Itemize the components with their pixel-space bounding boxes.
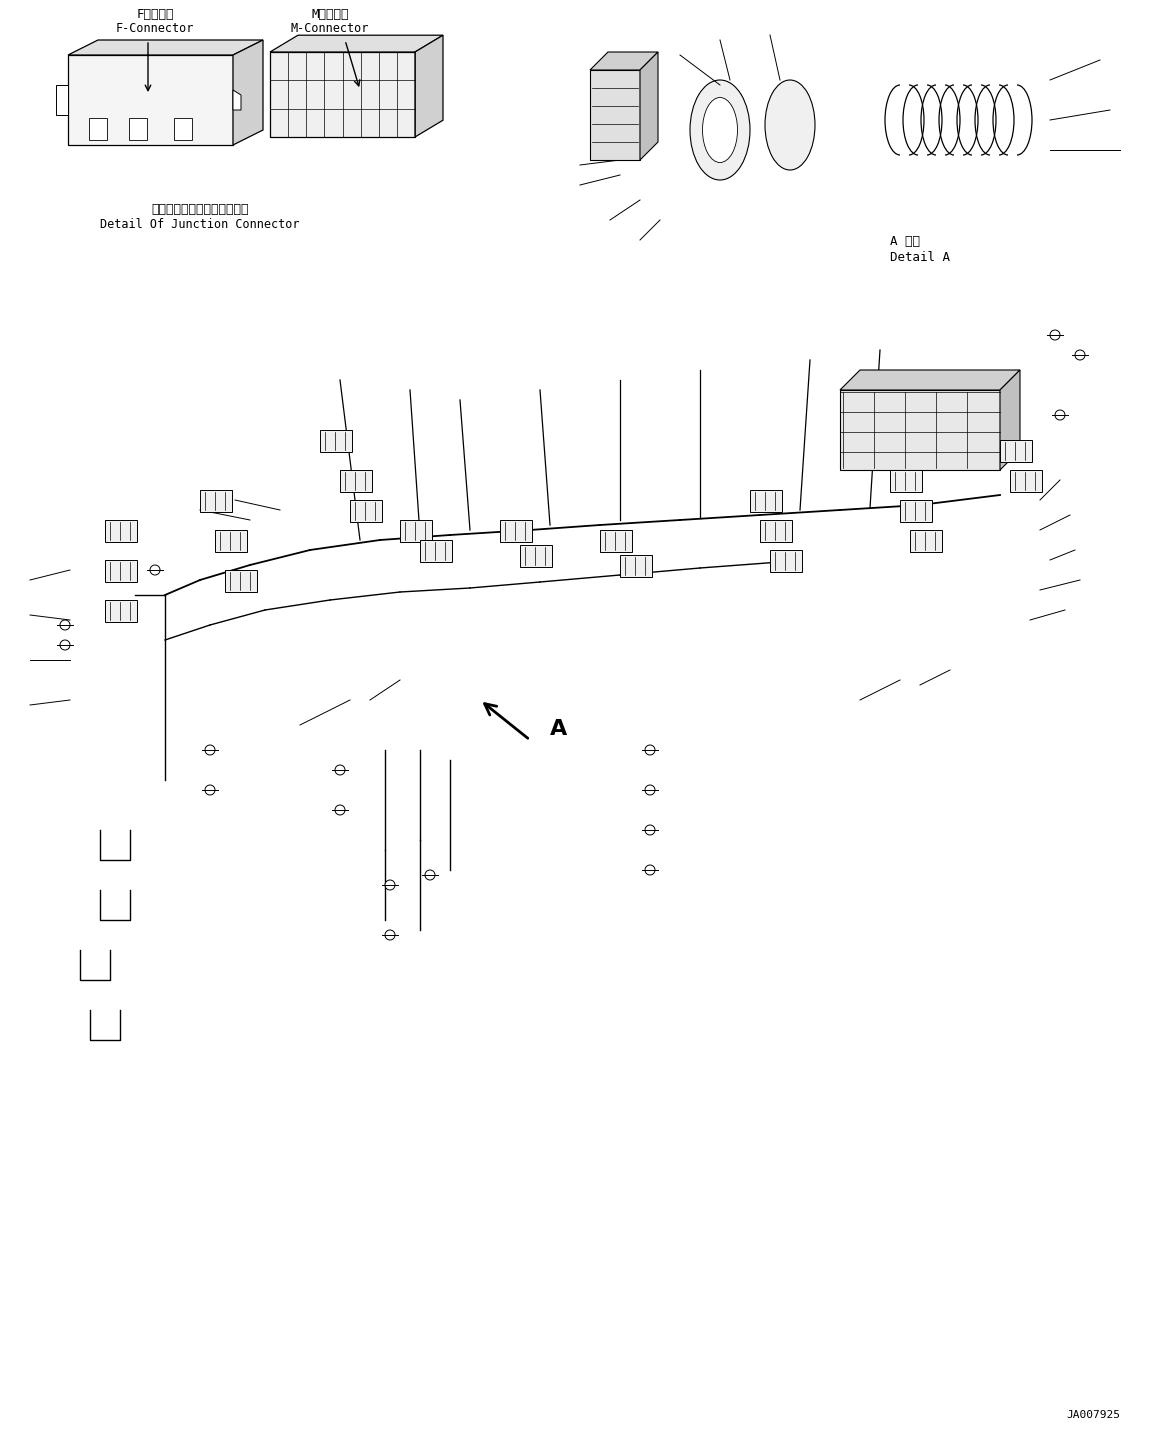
Polygon shape: [1009, 470, 1042, 491]
Polygon shape: [1000, 439, 1032, 462]
Text: A 詳細: A 詳細: [890, 236, 920, 249]
Text: Mコネクタ: Mコネクタ: [312, 9, 349, 22]
Text: M-Connector: M-Connector: [291, 22, 369, 35]
Circle shape: [424, 870, 435, 880]
Bar: [174, 118, 192, 140]
Circle shape: [205, 746, 215, 754]
Polygon shape: [590, 52, 658, 69]
Circle shape: [335, 764, 345, 775]
Polygon shape: [340, 470, 372, 491]
Polygon shape: [270, 35, 443, 52]
Polygon shape: [105, 600, 137, 621]
Polygon shape: [900, 500, 932, 522]
Polygon shape: [224, 569, 257, 592]
Polygon shape: [420, 540, 452, 562]
Polygon shape: [750, 490, 782, 512]
Polygon shape: [520, 545, 552, 566]
Circle shape: [385, 880, 395, 890]
Circle shape: [1075, 350, 1085, 360]
Text: Detail Of Junction Connector: Detail Of Junction Connector: [100, 218, 300, 231]
Polygon shape: [400, 520, 431, 542]
Circle shape: [1055, 410, 1065, 420]
Polygon shape: [759, 520, 792, 542]
Circle shape: [645, 785, 655, 795]
Circle shape: [60, 640, 70, 650]
Polygon shape: [500, 520, 531, 542]
Circle shape: [1050, 329, 1059, 340]
Circle shape: [645, 866, 655, 876]
Text: A: A: [550, 720, 568, 738]
Polygon shape: [200, 490, 231, 512]
Polygon shape: [909, 530, 942, 552]
Polygon shape: [840, 390, 1000, 470]
Polygon shape: [270, 52, 415, 137]
Polygon shape: [105, 561, 137, 582]
Circle shape: [150, 565, 160, 575]
Polygon shape: [890, 470, 922, 491]
Ellipse shape: [702, 97, 737, 162]
Polygon shape: [640, 52, 658, 160]
Polygon shape: [67, 40, 263, 55]
Polygon shape: [215, 530, 247, 552]
Circle shape: [335, 805, 345, 815]
Text: Fコネクタ: Fコネクタ: [136, 9, 173, 22]
Polygon shape: [233, 90, 241, 110]
Polygon shape: [840, 370, 1020, 390]
Polygon shape: [233, 40, 263, 144]
Circle shape: [205, 785, 215, 795]
Polygon shape: [56, 85, 67, 116]
Circle shape: [645, 825, 655, 835]
Bar: [90, 118, 107, 140]
Polygon shape: [770, 551, 802, 572]
Text: JA007925: JA007925: [1066, 1410, 1120, 1420]
Polygon shape: [67, 55, 233, 144]
Circle shape: [645, 746, 655, 754]
Bar: [129, 118, 147, 140]
Polygon shape: [320, 431, 352, 452]
Polygon shape: [1000, 370, 1020, 470]
Polygon shape: [415, 35, 443, 137]
Polygon shape: [600, 530, 632, 552]
Text: ジャンクションコネクタ詳細: ジャンクションコネクタ詳細: [151, 202, 249, 215]
Ellipse shape: [690, 79, 750, 181]
Text: Detail A: Detail A: [890, 251, 950, 264]
Polygon shape: [590, 69, 640, 160]
Polygon shape: [105, 520, 137, 542]
Polygon shape: [350, 500, 381, 522]
Circle shape: [60, 620, 70, 630]
Text: F-Connector: F-Connector: [116, 22, 194, 35]
Circle shape: [385, 931, 395, 941]
Polygon shape: [620, 555, 652, 577]
Ellipse shape: [765, 79, 815, 171]
